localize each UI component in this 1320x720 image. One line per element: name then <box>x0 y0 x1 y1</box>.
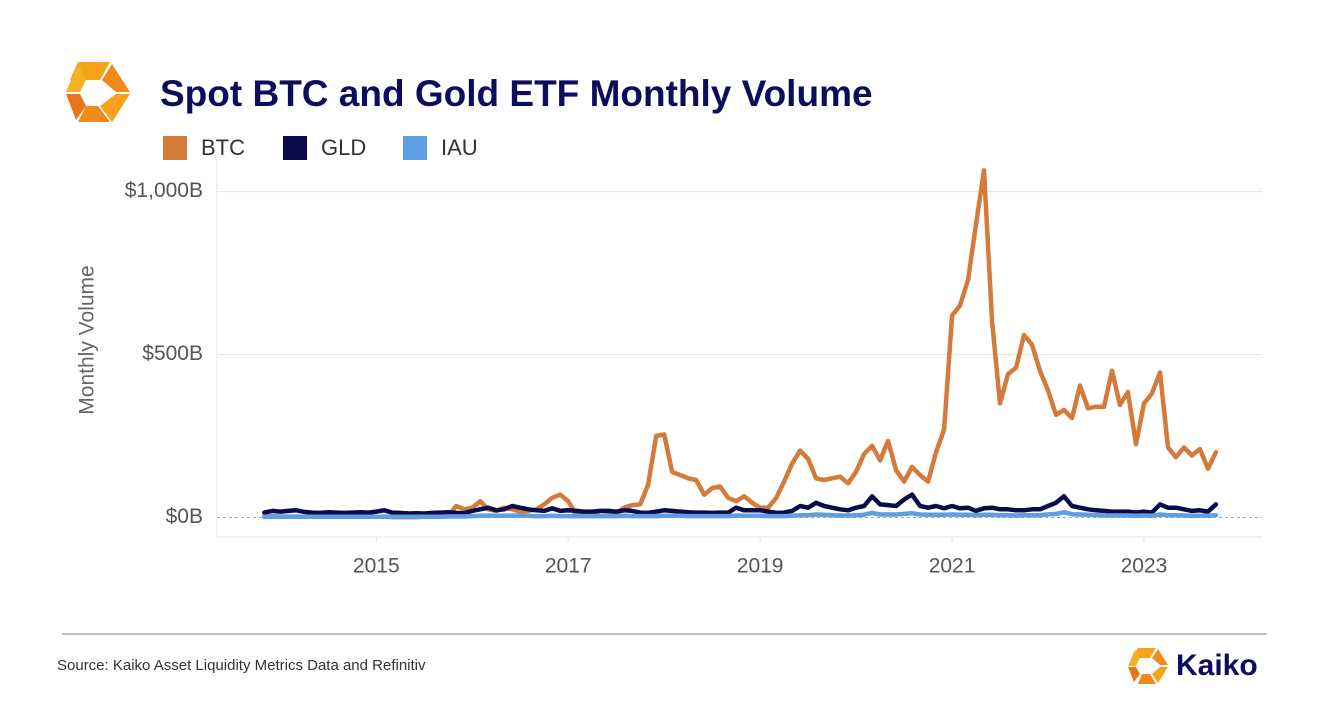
x-tick-label: 2019 <box>737 555 784 578</box>
legend-swatch <box>283 136 307 160</box>
y-tick-label: $500B <box>142 342 203 365</box>
series-line <box>262 509 1219 520</box>
x-tick-label: 2015 <box>353 555 400 578</box>
legend-swatch <box>163 136 187 160</box>
series-line <box>262 492 1219 516</box>
brand: Kaiko <box>1176 649 1258 682</box>
source: Source: Kaiko Asset Liquidity Metrics Da… <box>57 657 426 674</box>
chart-title: Spot BTC and Gold ETF Monthly Volume <box>160 73 873 114</box>
legend-label: IAU <box>441 135 478 160</box>
brand-logo <box>1128 648 1168 684</box>
legend-label: GLD <box>321 135 366 160</box>
logo <box>66 62 130 122</box>
y-axis-label: Monthly Volume <box>76 265 99 414</box>
series-line <box>262 168 1219 520</box>
legend-swatch <box>403 136 427 160</box>
y-tick-label: $1,000B <box>125 179 203 202</box>
x-tick-label: 2017 <box>545 555 592 578</box>
x-tick-label: 2023 <box>1121 555 1168 578</box>
y-tick-label: $0B <box>166 505 203 528</box>
legend-label: BTC <box>201 135 245 160</box>
x-tick-label: 2021 <box>929 555 976 578</box>
